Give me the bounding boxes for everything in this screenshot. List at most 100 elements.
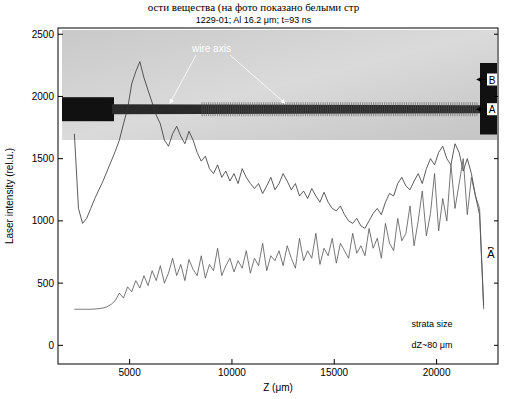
y-axis-title: Laser intensity (rel.u.)	[4, 148, 15, 244]
stratum	[422, 102, 423, 116]
x-tick-label: 5000	[119, 367, 142, 378]
stratum	[230, 102, 231, 116]
stratum	[472, 102, 473, 116]
stratum	[364, 102, 365, 116]
stratum	[384, 102, 385, 116]
stratum	[268, 102, 269, 116]
y-tick	[58, 220, 63, 221]
stratum	[430, 102, 431, 116]
stratum	[261, 102, 262, 116]
stratum	[243, 102, 244, 116]
stratum	[452, 102, 453, 116]
stratum	[334, 102, 335, 116]
stratum	[336, 102, 337, 116]
series-line	[74, 62, 483, 306]
stratum	[248, 102, 249, 116]
label-patch	[487, 103, 497, 115]
stratum	[459, 102, 460, 116]
y-tick-label: 0	[48, 340, 54, 351]
stratum	[446, 102, 447, 116]
chart: ости вещества (на фото показано белыми с…	[0, 0, 507, 399]
annotation: dZ~80 μm	[412, 340, 453, 350]
stratum	[402, 102, 403, 116]
stratum	[257, 102, 258, 116]
stratum	[283, 102, 284, 116]
stratum	[303, 102, 304, 116]
stratum	[232, 102, 233, 116]
stratum	[287, 102, 288, 116]
annotation-arrow	[477, 109, 487, 110]
stratum	[362, 102, 363, 116]
stratum	[406, 102, 407, 116]
stratum	[439, 102, 440, 116]
stratum	[353, 102, 354, 116]
stratum	[400, 102, 401, 116]
y-tick-label: 2500	[32, 29, 55, 40]
stratum	[345, 102, 346, 116]
stratum	[329, 102, 330, 116]
stratum	[404, 102, 405, 116]
y-tick	[58, 96, 63, 97]
stratum	[380, 102, 381, 116]
stratum	[294, 102, 295, 116]
stratum	[393, 102, 394, 116]
stratum	[202, 102, 203, 116]
stratum	[397, 102, 398, 116]
stratum	[325, 102, 326, 116]
y-tick-label: 1000	[32, 215, 55, 226]
x-tick	[129, 359, 130, 364]
stratum	[426, 102, 427, 116]
y-tick-label: 500	[37, 278, 54, 289]
series-label: A	[487, 248, 495, 260]
annotation: A	[489, 104, 496, 115]
stratum	[226, 102, 227, 116]
stratum	[391, 102, 392, 116]
stratum	[419, 102, 420, 116]
header-text: ости вещества (на фото показано белыми с…	[148, 1, 360, 14]
stratum	[298, 102, 299, 116]
x-tick-label: 15000	[320, 367, 348, 378]
stratum	[448, 102, 449, 116]
series-group	[74, 62, 483, 310]
y-tick	[494, 96, 498, 97]
stratum	[375, 102, 376, 116]
stratum	[373, 102, 374, 116]
stratum	[455, 102, 456, 116]
stratum	[276, 102, 277, 116]
stratum	[351, 102, 352, 116]
y-tick	[494, 220, 498, 221]
stratum	[263, 102, 264, 116]
stratum	[463, 102, 464, 116]
stratum	[254, 102, 255, 116]
y-tick	[58, 283, 63, 284]
y-tick	[58, 158, 63, 159]
stratum	[435, 102, 436, 116]
x-tick	[231, 359, 232, 364]
stratum	[444, 102, 445, 116]
stratum	[323, 102, 324, 116]
y-tick	[494, 283, 498, 284]
x-tick	[436, 359, 437, 364]
stratum	[395, 102, 396, 116]
stratum	[296, 102, 297, 116]
stratum	[292, 102, 293, 116]
stratum	[342, 102, 343, 116]
stratum	[378, 102, 379, 116]
annotation-arrow	[230, 55, 285, 103]
electrode-left	[62, 97, 114, 121]
stratum	[347, 102, 348, 116]
x-axis-title: Z (μm)	[263, 382, 293, 393]
stratum	[206, 102, 207, 116]
stratum	[331, 102, 332, 116]
y-tick	[494, 34, 498, 35]
stratum	[468, 102, 469, 116]
stratum	[327, 102, 328, 116]
wire	[112, 104, 480, 114]
stratum	[210, 102, 211, 116]
label-patch	[487, 74, 497, 86]
stratum	[371, 102, 372, 116]
stratum	[413, 102, 414, 116]
plot-frame	[58, 28, 498, 364]
y-tick	[494, 345, 498, 346]
x-tick-label: 10000	[218, 367, 246, 378]
